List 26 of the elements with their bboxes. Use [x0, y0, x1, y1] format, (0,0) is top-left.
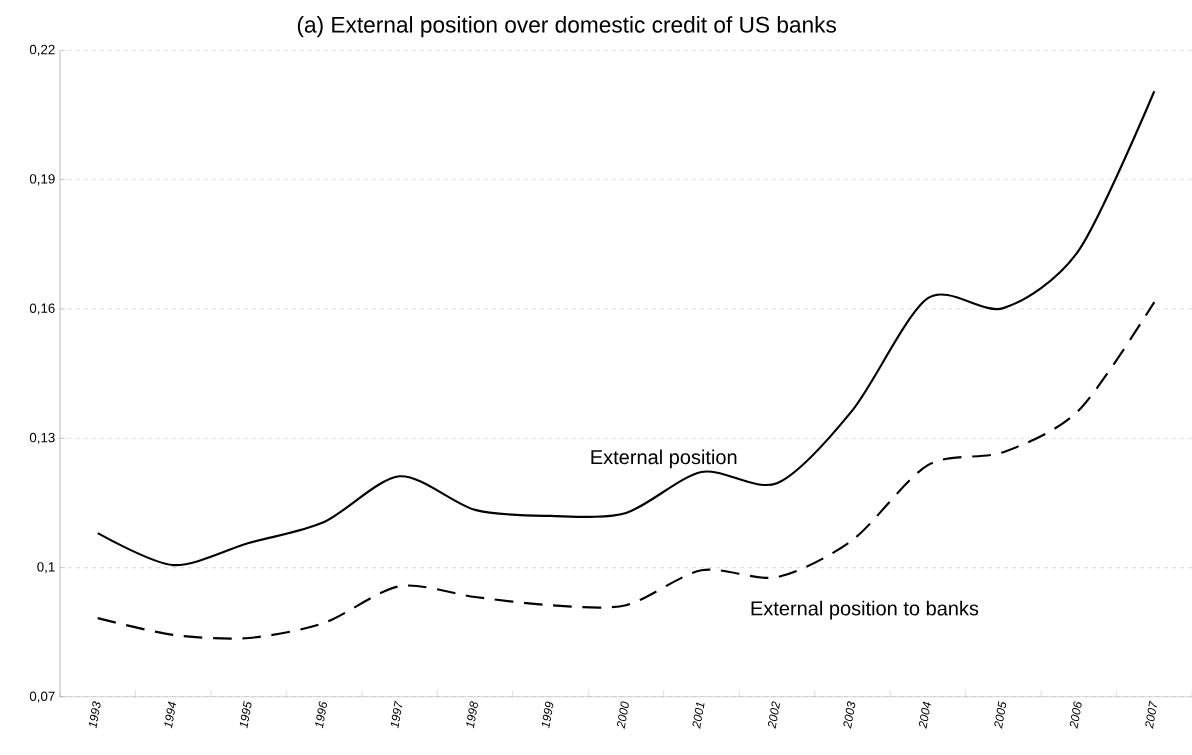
series-label: External position to banks — [751, 600, 979, 620]
y-tick-label: 0,07 — [29, 691, 55, 703]
y-tick-label: 0,16 — [29, 303, 55, 315]
line-series — [96, 90, 1156, 567]
x-tick-label: 1993 — [88, 701, 101, 729]
x-tick-label: 2002 — [767, 701, 780, 729]
y-tick-label: 0,13 — [29, 432, 55, 445]
x-tick-label: 1996 — [315, 701, 327, 729]
x-tick-label: 2004 — [918, 701, 931, 729]
y-tick-label: 0,1 — [37, 562, 55, 574]
series-label: External position — [591, 449, 737, 469]
x-tick-label: 1994 — [164, 701, 177, 729]
chart-title: (a) External position over domestic credit of US banks — [297, 16, 836, 38]
x-tick-label: 2000 — [617, 701, 629, 729]
x-tick-label: 1998 — [466, 701, 478, 729]
x-tick-label: 2006 — [1069, 701, 1082, 729]
line-series — [96, 301, 1156, 640]
x-tick-label: 2007 — [1145, 700, 1157, 729]
x-tick-label: 1995 — [239, 701, 252, 729]
y-tick-label: 0,19 — [29, 174, 55, 186]
x-tick-label: 1997 — [390, 700, 403, 729]
y-tick-label: 0,22 — [29, 44, 55, 57]
x-tick-label: 2005 — [994, 701, 1007, 729]
x-tick-label: 2001 — [692, 702, 705, 729]
x-tick-label: 2003 — [843, 701, 856, 729]
x-tick-label: 1999 — [541, 701, 554, 729]
